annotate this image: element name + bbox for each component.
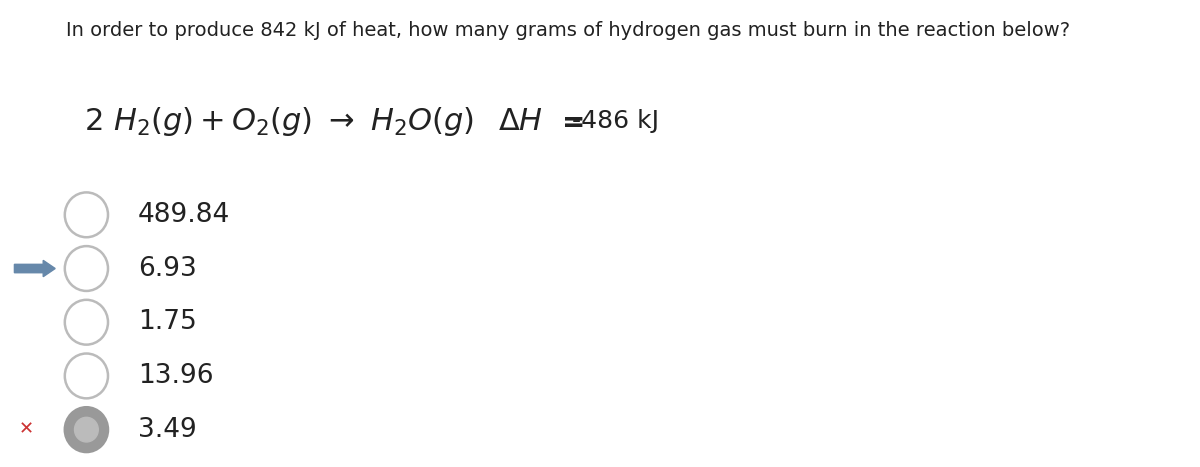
Ellipse shape — [65, 300, 108, 345]
Text: -486 kJ: -486 kJ — [572, 109, 660, 134]
Text: 1.75: 1.75 — [138, 309, 197, 335]
Text: ✕: ✕ — [19, 421, 34, 439]
Text: 3.49: 3.49 — [138, 417, 197, 443]
Text: 13.96: 13.96 — [138, 363, 214, 389]
FancyArrow shape — [14, 260, 55, 276]
Ellipse shape — [65, 354, 108, 398]
Text: In order to produce 842 kJ of heat, how many grams of hydrogen gas must burn in : In order to produce 842 kJ of heat, how … — [66, 21, 1070, 40]
Ellipse shape — [74, 417, 98, 442]
Text: $2\ \mathit{H}_2(g) + \mathit{O}_2(g)\ \rightarrow\ \mathit{H}_2\mathit{O}(g)$: $2\ \mathit{H}_2(g) + \mathit{O}_2(g)\ \… — [84, 105, 474, 138]
Text: 489.84: 489.84 — [138, 202, 230, 228]
Text: 6.93: 6.93 — [138, 255, 197, 282]
Text: $\mathbf{=}$: $\mathbf{=}$ — [556, 107, 583, 135]
Ellipse shape — [65, 407, 108, 452]
Ellipse shape — [65, 246, 108, 291]
Ellipse shape — [65, 192, 108, 237]
Text: $\Delta\mathit{H}$: $\Delta\mathit{H}$ — [498, 107, 542, 136]
